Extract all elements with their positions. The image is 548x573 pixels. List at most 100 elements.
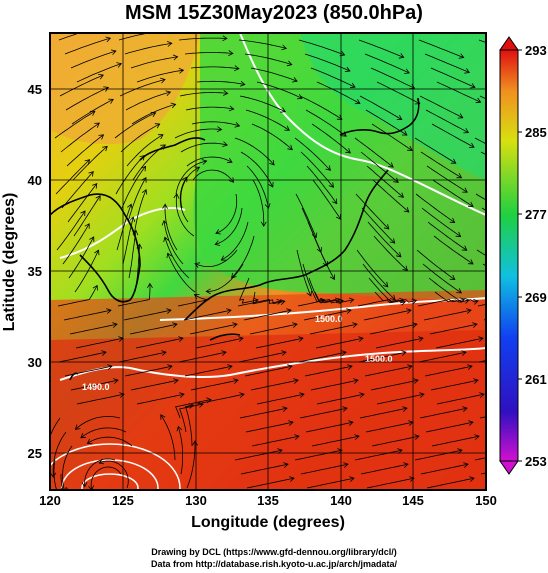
streamline-arrowhead [116, 62, 123, 68]
streamline [186, 441, 196, 489]
streamline [238, 351, 287, 363]
streamline [69, 323, 118, 335]
streamline [175, 399, 211, 419]
streamline-arrowhead [239, 392, 245, 398]
streamline-arrowhead [214, 240, 221, 246]
streamline-arrowhead [383, 224, 390, 230]
streamline-arrowhead [110, 49, 117, 56]
streamline [419, 95, 463, 119]
streamline-arrowhead [94, 122, 100, 128]
streamline [136, 69, 184, 83]
streamline [191, 121, 240, 127]
streamline [304, 365, 353, 377]
streamline [316, 393, 365, 405]
colorbar-min-arrow [499, 460, 519, 475]
streamline-arrowhead [147, 282, 153, 289]
streamline [126, 134, 164, 167]
streamline [304, 53, 351, 72]
colorbar-tick-label: 285 [525, 125, 547, 140]
streamline [215, 207, 243, 245]
streamline-arrowhead [194, 262, 201, 268]
streamline-arrowhead [457, 113, 464, 119]
streamline [422, 263, 462, 294]
streamline-arrowhead [141, 177, 147, 183]
streamline [420, 463, 469, 475]
streamline-arrowhead [232, 322, 238, 328]
streamline [167, 253, 196, 293]
streamline [424, 365, 473, 377]
streamline [178, 37, 227, 41]
streamline-arrowhead [403, 207, 410, 213]
streamline-arrowhead [519, 112, 524, 117]
x-axis-title: Longitude (degrees) [191, 514, 345, 531]
streamline [435, 337, 484, 349]
streamline [123, 309, 172, 321]
streamline [416, 249, 456, 280]
streamline [76, 393, 125, 405]
streamline [136, 393, 185, 405]
streamline-arrowhead [455, 231, 462, 237]
streamline [358, 39, 404, 58]
streamline-arrowhead [178, 67, 185, 74]
streamline [72, 146, 108, 181]
streamline-arrowhead [342, 406, 348, 412]
streamline [358, 351, 407, 363]
streamline [487, 478, 534, 488]
streamline [128, 230, 137, 279]
streamline-arrowhead [388, 162, 394, 168]
streamline [124, 365, 173, 377]
colorbar: 293 285 277 269 261 253 [499, 36, 547, 475]
streamline-arrowhead [222, 35, 228, 42]
streamline-arrowhead [167, 364, 173, 370]
streamline [252, 291, 285, 305]
streamline-arrowhead [402, 265, 408, 272]
streamline-arrowhead [287, 144, 293, 151]
streamline-arrowhead [468, 420, 474, 426]
streamline-arrowhead [525, 67, 530, 72]
streamline-arrowhead [347, 364, 353, 370]
streamline-arrowhead [463, 128, 470, 134]
streamline [305, 109, 347, 137]
credit-line: Drawing by DCL (https://www.gfd-dennou.o… [151, 547, 397, 557]
streamline-arrowhead [297, 93, 303, 100]
contour-label: 1500.0 [315, 314, 343, 324]
streamline-arrowhead [92, 284, 98, 291]
streamline [118, 33, 150, 41]
streamline-arrowhead [172, 322, 178, 328]
streamline [419, 407, 468, 419]
streamline [431, 123, 475, 148]
streamline [231, 235, 255, 279]
streamline-arrowhead [461, 245, 468, 251]
streamline [130, 379, 179, 391]
streamline-arrowhead [398, 192, 404, 198]
streamline-arrowhead [479, 392, 485, 398]
streamline-arrowhead [293, 378, 299, 384]
streamline [250, 67, 298, 82]
streamline-arrowhead [462, 187, 468, 193]
streamline [420, 151, 462, 179]
streamline-arrowhead [283, 462, 289, 468]
streamline-arrowhead [226, 308, 232, 314]
streamline [238, 39, 287, 49]
x-tick-label: 140 [330, 493, 352, 508]
streamline [196, 393, 245, 405]
streamline [414, 449, 463, 461]
streamline-arrowhead [98, 74, 104, 80]
streamline [66, 134, 104, 167]
streamline [423, 309, 472, 321]
streamline-arrowhead [396, 115, 403, 120]
streamline-arrowhead [98, 134, 105, 140]
streamline-arrowhead [292, 322, 298, 328]
streamline-arrowhead [292, 77, 298, 83]
streamline-arrowhead [80, 433, 86, 439]
streamline [313, 235, 335, 280]
streamline [80, 427, 127, 439]
streamline [184, 365, 233, 377]
streamline-arrowhead [215, 229, 221, 235]
streamline-arrowhead [287, 364, 293, 370]
streamline [76, 63, 122, 83]
streamline-arrowhead [166, 252, 172, 259]
streamline [130, 56, 178, 69]
streamline-arrowhead [172, 54, 179, 61]
